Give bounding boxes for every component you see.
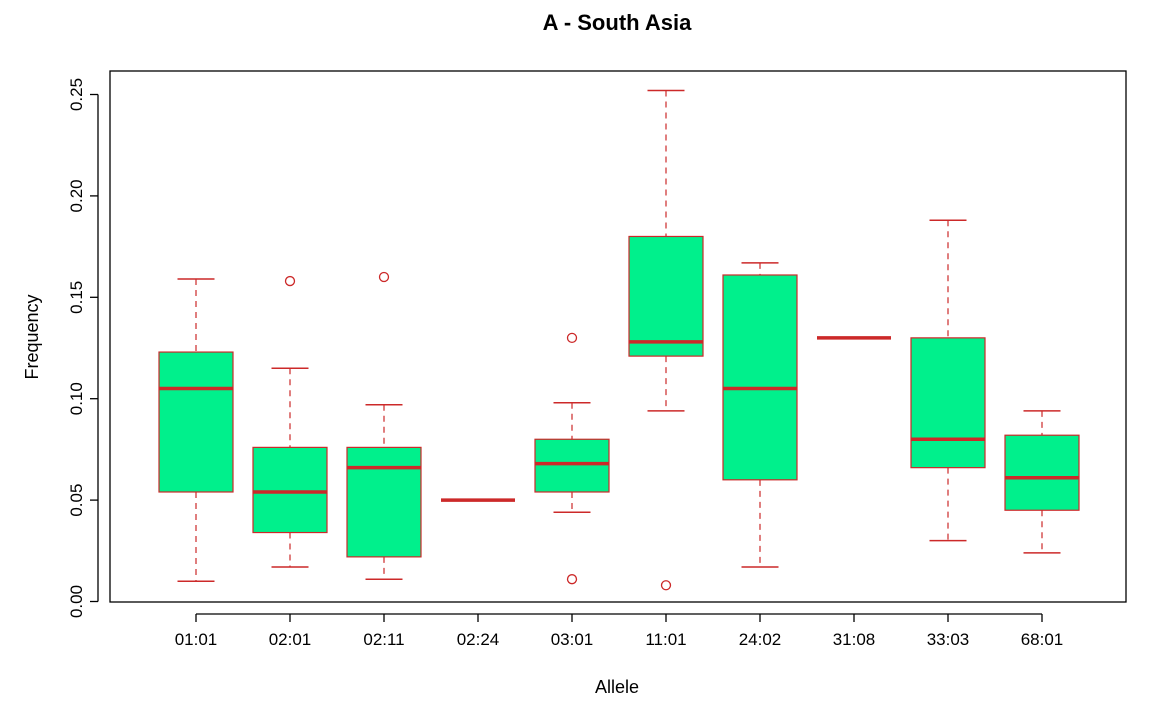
y-axis: 0.00 0.05 0.10 0.15 0.20 0.25 — [67, 78, 99, 618]
boxes-layer — [158, 89, 1080, 591]
y-tick-label: 0.15 — [67, 281, 86, 314]
box-11:01 — [628, 89, 704, 591]
iqr-box — [722, 274, 798, 481]
outlier-point — [566, 332, 578, 344]
outlier-point — [660, 580, 672, 591]
iqr-box — [910, 337, 986, 469]
box-24:02 — [722, 262, 798, 568]
box-02:01 — [252, 275, 328, 568]
x-tick-label: 31:08 — [833, 630, 876, 649]
y-tick-label: 0.05 — [67, 484, 86, 517]
box-68:01 — [1004, 410, 1080, 554]
x-tick-label: 02:24 — [457, 630, 500, 649]
x-tick-label: 11:01 — [645, 630, 686, 649]
iqr-box — [252, 446, 328, 534]
y-tick-label: 0.20 — [67, 179, 86, 212]
y-tick-label: 0.10 — [67, 382, 86, 415]
y-tick-label: 0.25 — [67, 78, 86, 111]
outlier-point — [566, 574, 578, 585]
x-tick-label: 68:01 — [1021, 630, 1064, 649]
x-tick-label: 24:02 — [739, 630, 782, 649]
box-01:01 — [158, 278, 234, 582]
iqr-box — [158, 351, 234, 493]
x-tick-label: 02:01 — [269, 630, 312, 649]
iqr-box — [534, 438, 610, 493]
iqr-box — [1004, 434, 1080, 511]
iqr-box — [628, 235, 704, 357]
box-33:03 — [910, 219, 986, 542]
y-axis-label: Frequency — [22, 294, 42, 379]
iqr-box — [346, 446, 422, 558]
x-tick-label: 01:01 — [175, 630, 218, 649]
x-tick-label: 03:01 — [551, 630, 594, 649]
x-tick-label: 33:03 — [927, 630, 970, 649]
y-tick-label: 0.00 — [67, 585, 86, 618]
x-axis-label: Allele — [595, 677, 639, 697]
x-tick-label: 02:11 — [363, 630, 404, 649]
outlier-point — [378, 271, 390, 283]
box-03:01 — [534, 332, 610, 585]
outlier-point — [284, 275, 296, 287]
box-02:11 — [346, 271, 422, 580]
plot-frame — [109, 70, 1127, 603]
x-axis: 01:01 02:01 02:11 02:24 03:01 11:01 24:02 31:08… — [175, 613, 1064, 649]
chart-title: A - South Asia — [543, 10, 692, 35]
